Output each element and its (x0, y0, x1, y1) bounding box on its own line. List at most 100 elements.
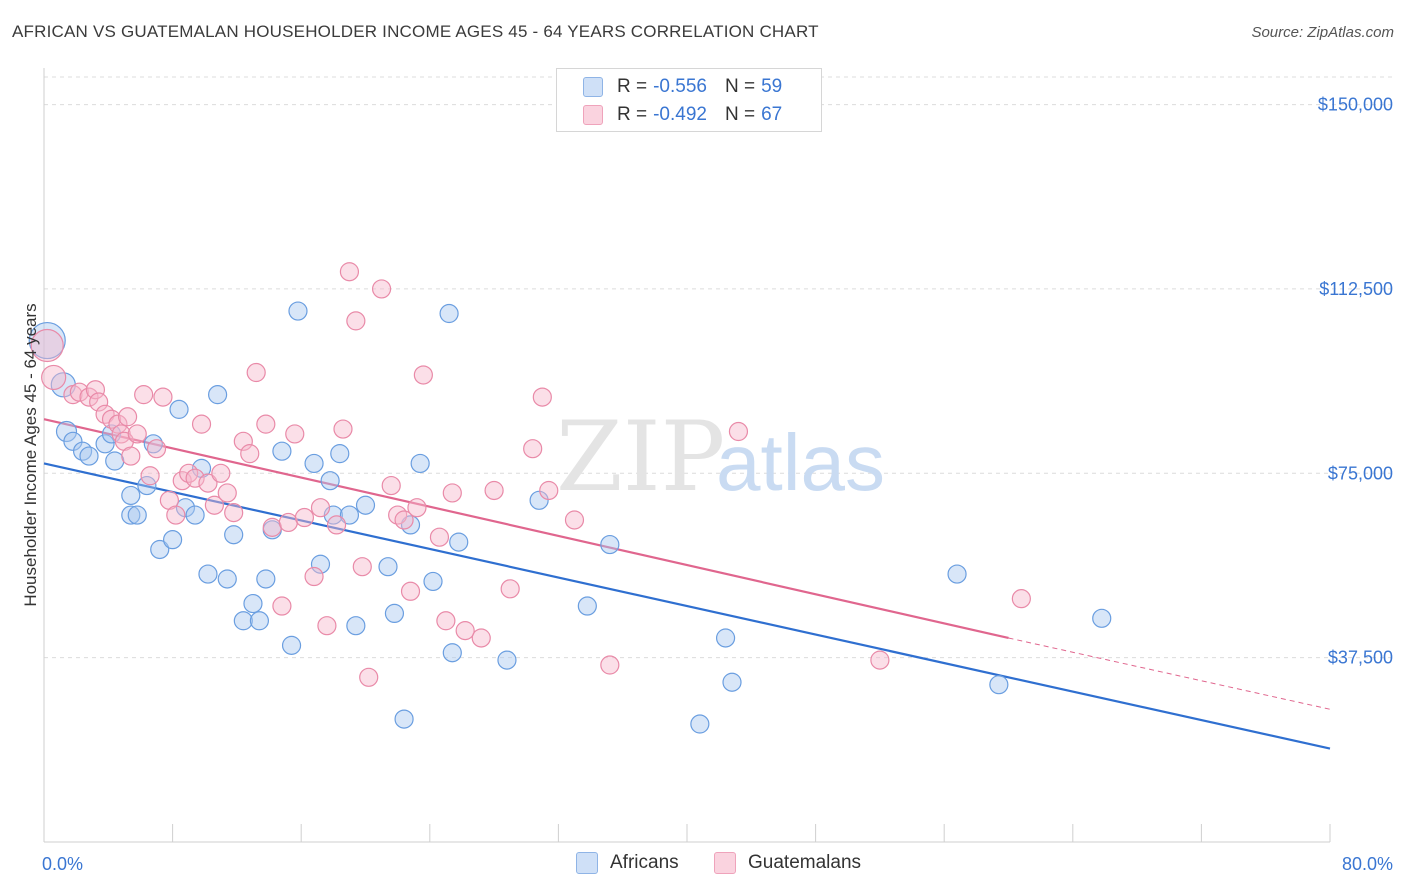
guatemalan-point (127, 424, 147, 444)
african-point (281, 635, 302, 655)
africans-trend-line (43, 462, 1331, 750)
guatemalan-point (146, 439, 167, 459)
guatemalan-point (30, 328, 64, 363)
guatemalan-point (153, 387, 173, 407)
african-point (310, 554, 331, 574)
watermark-atlas: atlas (716, 418, 885, 507)
guatemalan-point (371, 279, 392, 299)
guatemalan-point (204, 495, 224, 515)
guatemalan-point (429, 527, 450, 547)
guatemalan-point (1011, 589, 1031, 609)
guatemalan-point (352, 557, 372, 577)
guatemalan-point (256, 414, 276, 434)
guatemalans-trend-line (43, 418, 1009, 640)
african-point (224, 525, 244, 545)
african-point (288, 301, 308, 321)
y-tick-label: $75,000 (1328, 463, 1393, 483)
bottom-legend-guatemalans: Guatemalans (714, 852, 861, 874)
legend-row-guatemalans: R = -0.492 N = 67 (583, 102, 782, 128)
legend-n-value-guatemalans: 67 (761, 104, 783, 125)
guatemalan-point (564, 510, 585, 530)
guatemalan-point (85, 380, 106, 400)
stats-legend: R = -0.556 N = 59 R = -0.492 N = 67 (556, 68, 822, 132)
guatemalan-point (339, 262, 360, 282)
african-point (577, 596, 597, 616)
african-point (121, 505, 141, 525)
guatemalan-point (400, 581, 421, 601)
guatemalan-point (246, 362, 266, 383)
watermark-zip: ZIP (556, 401, 725, 513)
guatemalan-point (233, 431, 253, 451)
african-point (185, 505, 205, 525)
guatemalan-point (217, 483, 237, 503)
african-point (127, 505, 147, 525)
guatemalan-point (166, 505, 186, 525)
african-point (346, 616, 366, 636)
gridlines (44, 76, 1396, 659)
data-points (28, 262, 1112, 734)
guatemalan-point (436, 611, 456, 631)
african-point (384, 603, 405, 624)
african-point (410, 453, 430, 474)
african-point (378, 557, 398, 577)
guatemalan-point (359, 667, 379, 687)
guatemalan-point (471, 628, 491, 648)
legend-n-value-africans: 59 (761, 76, 783, 97)
african-point (722, 672, 742, 692)
african-point (497, 650, 517, 670)
african-point (95, 434, 115, 454)
african-point (690, 714, 710, 734)
african-point (339, 505, 360, 525)
guatemalan-point (41, 364, 67, 391)
african-point (449, 532, 469, 552)
african-point (55, 420, 78, 443)
guatemalan-point (870, 650, 890, 670)
watermark: ZIP atlas (556, 401, 885, 513)
african-point (217, 569, 237, 589)
african-point (330, 444, 350, 464)
tick-labels: $37,500 $75,000 $112,500 $150,000 0.0% 80.0% (42, 95, 1393, 874)
legend-row-africans: R = -0.556 N = 59 (583, 74, 782, 100)
y-tick-label: $37,500 (1328, 648, 1393, 668)
guatemalan-point (117, 407, 138, 427)
x-tick-label-min: 0.0% (42, 854, 83, 874)
african-point (400, 515, 421, 535)
x-tick-label-max: 80.0% (1342, 854, 1393, 874)
african-point (208, 385, 228, 405)
guatemalan-point (442, 483, 462, 503)
african-point (72, 441, 93, 461)
guatemalan-point (179, 463, 199, 483)
guatemalan-point (333, 419, 353, 439)
guatemalan-point (317, 616, 337, 636)
african-point (233, 611, 253, 631)
african-point (989, 675, 1009, 695)
african-point (105, 451, 125, 471)
african-point (169, 399, 189, 419)
y-tick-label: $150,000 (1318, 95, 1393, 115)
guatemalan-point (191, 414, 212, 434)
african-point (198, 564, 218, 584)
african-point (947, 564, 967, 584)
guatemalan-point (304, 566, 324, 587)
african-point (355, 495, 376, 515)
guatemalan-point (407, 498, 427, 518)
guatemalan-point (394, 510, 414, 530)
legend-r-value-africans: -0.556 (653, 76, 707, 97)
guatemalan-point (224, 503, 244, 523)
guatemalan-point (185, 468, 205, 488)
african-point (272, 441, 292, 461)
chart-title: AFRICAN VS GUATEMALAN HOUSEHOLDER INCOME… (12, 22, 819, 41)
guatemalan-point (346, 311, 366, 331)
guatemalan-point (455, 621, 475, 641)
guatemalan-point (388, 505, 408, 525)
guatemalans-legend-label: Guatemalans (748, 852, 862, 873)
african-point (163, 530, 183, 550)
guatemalan-point (95, 404, 115, 424)
guatemalan-point (211, 463, 231, 483)
guatemalan-point (262, 517, 282, 537)
african-point (715, 628, 736, 648)
guatemalan-point (381, 475, 401, 496)
trend-lines (43, 418, 1331, 750)
african-point (529, 490, 549, 510)
guatemalan-point (140, 466, 160, 486)
